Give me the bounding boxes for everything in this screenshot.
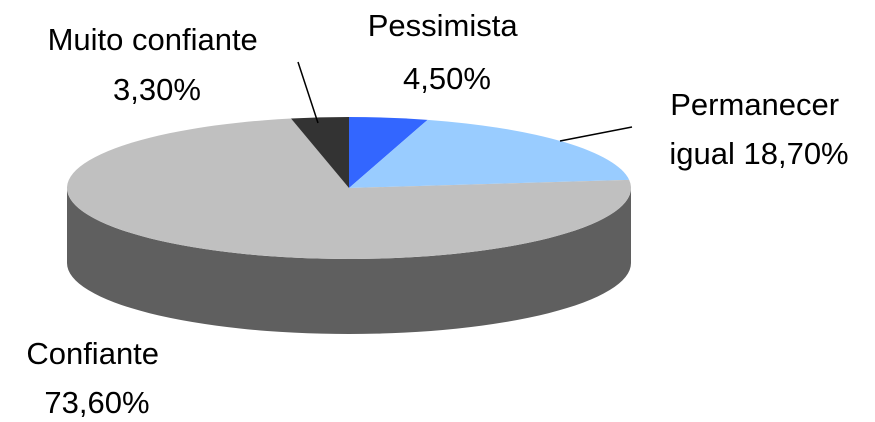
slice-label-permanecer-igual: Permanecer igual 18,70% <box>669 87 848 171</box>
pie-side-layer <box>67 188 631 334</box>
pie-top-layer <box>67 117 631 259</box>
pie-slice-muito-confiante <box>291 117 349 188</box>
pie-side-confiante <box>67 188 631 334</box>
pie-slice-confiante <box>67 118 631 259</box>
leader-line-muito-confiante <box>297 61 319 124</box>
slice-labels-layer: Pessimista 4,50% Permanecer igual 18,70%… <box>26 8 848 420</box>
pie-slice-pessimista <box>349 117 428 188</box>
slice-label-muito-confiante: Muito confiante 3,30% <box>48 22 267 107</box>
slice-label-confiante: Confiante 73,60% <box>26 336 167 420</box>
leader-line-permanecer-igual <box>559 126 633 142</box>
leader-lines-layer <box>297 61 633 142</box>
slice-label-pessimista: Pessimista 4,50% <box>368 8 527 96</box>
pie-slice-permanecer-igual <box>349 119 630 188</box>
